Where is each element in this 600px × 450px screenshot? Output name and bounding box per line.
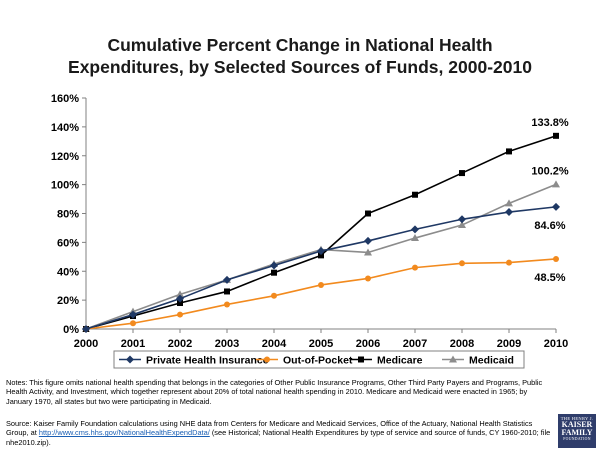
- data-label: 48.5%: [534, 272, 565, 284]
- y-tick-label: 20%: [57, 295, 79, 307]
- y-tick-label: 140%: [51, 122, 79, 134]
- y-tick-label: 100%: [51, 180, 79, 192]
- logo-line1: THE HENRY J.: [560, 416, 594, 421]
- series-private-health-insurance: [82, 202, 560, 333]
- x-tick-label: 2004: [262, 338, 287, 350]
- x-tick-label: 2001: [121, 338, 145, 350]
- y-tick-label: 40%: [57, 266, 79, 278]
- data-point-out-of-pocket: [177, 311, 183, 318]
- data-point-private-health-insurance: [176, 294, 184, 303]
- x-tick-label: 2000: [74, 338, 98, 350]
- y-tick-label: 120%: [51, 151, 79, 163]
- legend-marker: [126, 355, 134, 364]
- data-point-private-health-insurance: [458, 215, 466, 224]
- data-point-medicaid: [505, 199, 513, 207]
- x-tick-label: 2007: [403, 338, 427, 350]
- data-point-medicaid: [411, 234, 419, 242]
- data-point-out-of-pocket: [365, 275, 371, 282]
- legend-item-medicare: Medicare: [350, 355, 423, 367]
- data-point-private-health-insurance: [270, 261, 278, 270]
- data-point-medicaid: [176, 290, 184, 298]
- data-point-out-of-pocket: [224, 301, 230, 308]
- data-point-out-of-pocket: [553, 255, 559, 262]
- legend-label: Private Health Insurance: [146, 355, 269, 367]
- data-point-out-of-pocket: [459, 260, 465, 267]
- chart-title-line2: Expenditures, by Selected Sources of Fun…: [68, 57, 532, 77]
- legend-item-out-of-pocket: Out-of-Pocket: [256, 355, 353, 367]
- legend-marker: [358, 356, 364, 363]
- data-point-private-health-insurance: [505, 208, 513, 217]
- series-medicare: [83, 132, 559, 332]
- legend: Private Health Insurance Out-of-Pocket Med…: [113, 350, 525, 369]
- logo-line2a: KAISER: [561, 420, 593, 429]
- y-tick-label: 0%: [63, 324, 79, 336]
- data-point-medicaid: [552, 180, 560, 188]
- data-point-out-of-pocket: [412, 264, 418, 271]
- x-tick-label: 2002: [168, 338, 192, 350]
- line-chart: 0% 20% 40% 60% 80% 100% 120% 140% 160% 2000 2001 20…: [51, 93, 569, 369]
- legend-box: [113, 350, 525, 369]
- data-label: 133.8%: [531, 117, 569, 129]
- series-line-private-health-insurance: [85, 206, 557, 330]
- y-tick-label: 60%: [57, 237, 79, 249]
- data-point-medicaid: [364, 248, 372, 256]
- data-point-medicare: [553, 132, 559, 139]
- source-link[interactable]: http://www.cms.hhs.gov/NationalHealthExp…: [38, 428, 210, 438]
- logo-line3: FOUNDATION: [563, 437, 591, 441]
- legend-item-medicaid: Medicaid: [442, 355, 514, 367]
- data-point-private-health-insurance: [411, 225, 419, 234]
- kff-logo: THE HENRY J. KAISER FAMILY FOUNDATION: [558, 414, 596, 448]
- legend-marker: [264, 356, 270, 363]
- data-point-medicare: [459, 170, 465, 177]
- x-tick-label: 2003: [215, 338, 239, 350]
- x-tick-label: 2010: [544, 338, 568, 350]
- data-point-out-of-pocket: [130, 320, 136, 327]
- series-out-of-pocket: [83, 255, 559, 332]
- legend-label: Medicare: [377, 355, 423, 367]
- source-text: Source: Kaiser Family Foundation calcula…: [6, 419, 554, 447]
- data-point-private-health-insurance: [82, 325, 90, 333]
- series-line-out-of-pocket: [85, 258, 557, 330]
- source-suffix: (see Historical; National Health Expendi…: [6, 428, 551, 447]
- legend-label: Out-of-Pocket: [283, 355, 353, 367]
- data-point-private-health-insurance: [317, 247, 325, 256]
- data-point-medicare: [177, 300, 183, 307]
- data-point-medicare: [506, 148, 512, 155]
- data-point-out-of-pocket: [506, 259, 512, 266]
- data-point-medicare: [412, 191, 418, 198]
- chart-title: Cumulative Percent Change in National He…: [0, 34, 600, 78]
- series-line-medicare: [85, 135, 557, 330]
- y-tick-label: 160%: [51, 93, 79, 105]
- data-point-medicare: [224, 288, 230, 295]
- data-label: 84.6%: [534, 220, 565, 232]
- data-point-medicare: [318, 252, 324, 259]
- x-tick-label: 2005: [309, 338, 333, 350]
- x-tick-label: 2009: [497, 338, 521, 350]
- data-point-medicare: [365, 210, 371, 217]
- x-tick-label: 2006: [356, 338, 380, 350]
- source-prefix: Source: Kaiser Family Foundation calcula…: [6, 419, 533, 438]
- data-point-medicare: [271, 269, 277, 276]
- notes-text: Notes: This figure omits national health…: [6, 378, 543, 406]
- data-point-out-of-pocket: [271, 292, 277, 299]
- x-tick-label: 2008: [450, 338, 474, 350]
- legend-marker: [449, 355, 457, 363]
- data-point-private-health-insurance: [223, 275, 231, 284]
- data-point-medicaid: [458, 221, 466, 229]
- data-label: 100.2%: [531, 165, 569, 177]
- logo-line2b: FAMILY: [561, 428, 593, 437]
- chart-title-line1: Cumulative Percent Change in National He…: [107, 35, 493, 55]
- legend-label: Medicaid: [469, 355, 514, 367]
- data-point-private-health-insurance: [129, 310, 137, 319]
- y-tick-label: 80%: [57, 209, 79, 221]
- data-point-out-of-pocket: [318, 281, 324, 288]
- data-point-private-health-insurance: [552, 202, 560, 211]
- data-point-private-health-insurance: [364, 236, 372, 245]
- legend-item-private-health-insurance: Private Health Insurance: [119, 355, 269, 367]
